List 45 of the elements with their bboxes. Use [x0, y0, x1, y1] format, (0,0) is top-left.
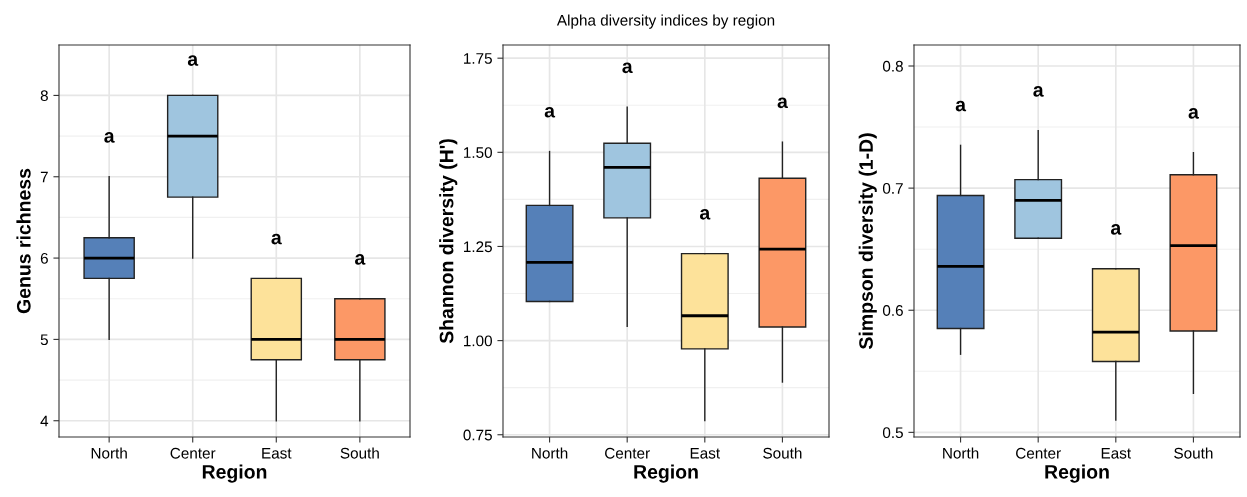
annotation: a [104, 132, 115, 143]
annotation: a [544, 106, 556, 118]
y-tick-label: 5 [40, 334, 48, 346]
y-tick-label: 4 [40, 415, 49, 427]
x-tick-label: North [943, 447, 979, 459]
y-tick-label: 0.7 [882, 182, 903, 194]
annotation: a [271, 233, 282, 245]
chart-title: Alpha diversity indices by region [556, 14, 775, 29]
annotation: a [622, 62, 633, 74]
y-tick-label: 1.25 [464, 241, 492, 253]
x-axis-title: Region [202, 464, 267, 483]
x-tick-label: South [763, 447, 802, 459]
x-tick-label: Center [1016, 447, 1061, 459]
y-tick-label: 0.8 [882, 60, 903, 72]
x-tick-label: East [1101, 447, 1131, 459]
y-tick-label: 0.6 [882, 305, 903, 316]
x-tick-label: Center [605, 447, 650, 459]
x-tick-label: East [262, 447, 292, 459]
x-axis-title: Region [634, 464, 698, 483]
annotation: a [699, 208, 711, 220]
annotation: a [355, 254, 366, 265]
y-tick-label: 1.75 [464, 53, 492, 64]
annotation: a [1188, 108, 1199, 119]
annotation: a [955, 100, 967, 112]
annotation: a [777, 97, 788, 109]
x-tick-label: South [340, 447, 379, 459]
y-axis-title: Simpson diversity (1-D) [858, 133, 877, 350]
x-tick-label: North [91, 447, 127, 459]
x-tick-label: South [1174, 447, 1213, 459]
y-tick-label: 8 [40, 90, 48, 102]
x-axis-title: Region [1045, 464, 1109, 483]
y-tick-label: 7 [40, 171, 48, 183]
y-tick-label: 1.00 [464, 335, 492, 347]
y-axis-title: Shannon diversity (H') [439, 139, 458, 344]
x-tick-label: Center [170, 447, 216, 459]
y-axis-title: Genus richness [16, 168, 31, 314]
y-tick-label: 1.50 [464, 147, 492, 159]
y-tick-label: 0.75 [463, 429, 492, 441]
y-tick-label: 0.5 [882, 427, 903, 439]
x-tick-label: North [532, 447, 568, 459]
annotation: a [1110, 224, 1122, 235]
y-tick-label: 6 [40, 252, 48, 264]
annotation: a [187, 55, 199, 66]
x-tick-label: East [690, 447, 720, 459]
annotation: a [1033, 86, 1044, 97]
